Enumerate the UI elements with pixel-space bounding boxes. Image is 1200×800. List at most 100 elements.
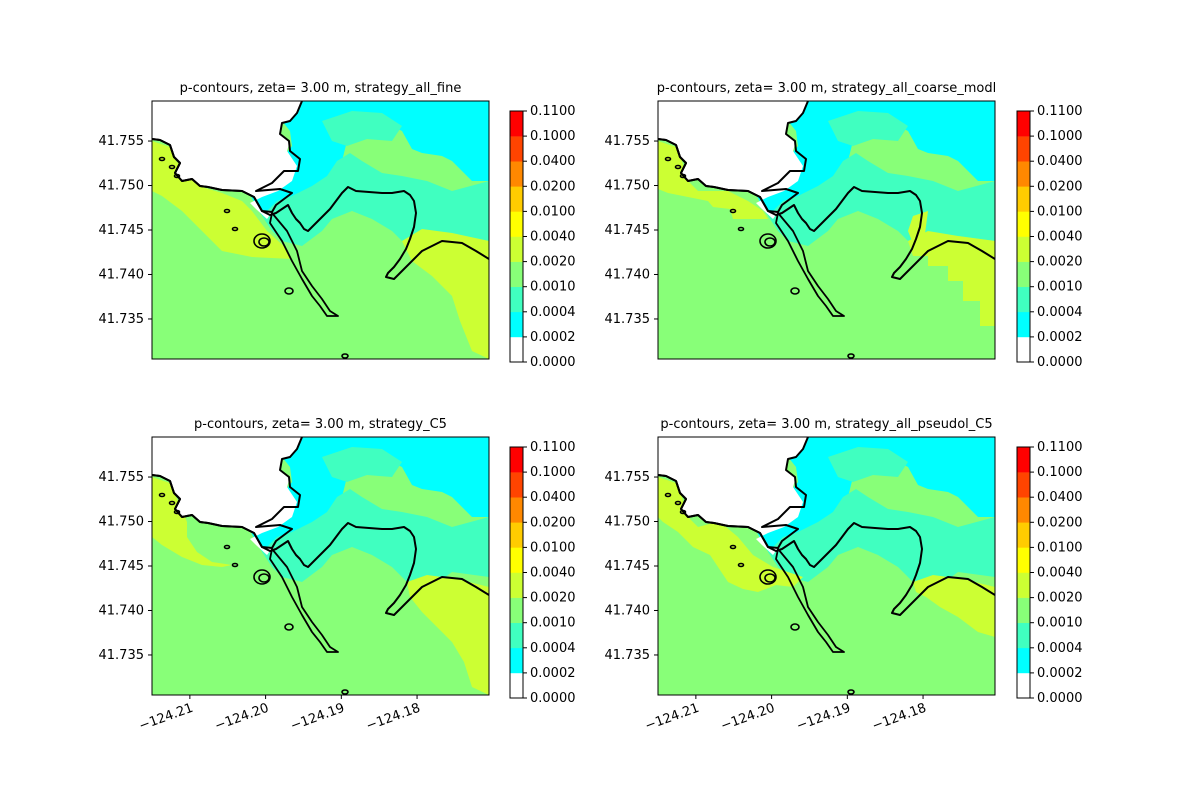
island-contour <box>173 509 181 515</box>
colorbar-band <box>1017 261 1030 287</box>
x-tick-label: −124.20 <box>719 701 777 734</box>
colorbar-band <box>510 522 523 548</box>
colorbar-label: 0.0004 <box>1037 305 1083 320</box>
island-contour <box>790 287 800 295</box>
colorbar-label: 0.1100 <box>1037 440 1083 455</box>
colorbar-label: 0.0200 <box>1037 179 1083 194</box>
y-tick-label: 41.755 <box>605 134 651 149</box>
island-contour <box>664 492 672 498</box>
colorbar-label: 0.1100 <box>530 440 576 455</box>
colorbar: 0.0000 0.0002 0.0004 0.0010 0.0020 0.0040 0.01… <box>1016 440 1083 706</box>
y-tick-label: 41.745 <box>605 223 651 238</box>
colorbar-label: 0.0000 <box>530 691 576 706</box>
island-contour <box>258 237 270 247</box>
colorbar-label: 0.0002 <box>1037 330 1083 345</box>
colorbar-band <box>1017 497 1030 523</box>
island-contour <box>679 173 687 179</box>
map-area <box>658 101 995 359</box>
colorbar-label: 0.0002 <box>530 330 576 345</box>
island-contour <box>679 509 687 515</box>
colorbar-band <box>1017 186 1030 212</box>
colorbar-band <box>1017 622 1030 649</box>
colorbar-label: 0.1000 <box>1037 465 1083 480</box>
y-tick-label: 41.755 <box>605 470 651 485</box>
panel-title: p-contours, zeta= 3.00 m, strategy_all_c… <box>657 81 996 96</box>
x-tick-label: −124.18 <box>870 701 928 734</box>
y-tick-label: 41.740 <box>99 267 145 282</box>
island-contour <box>223 208 231 214</box>
island-contour <box>231 562 239 568</box>
island-contour <box>764 237 776 247</box>
colorbar-label: 0.1000 <box>530 129 576 144</box>
colorbar-label: 0.0040 <box>530 566 576 581</box>
y-tick-label: 41.735 <box>99 312 145 327</box>
colorbar-label: 0.0400 <box>1037 490 1083 505</box>
island-contour <box>790 623 800 631</box>
colorbar-band <box>510 186 523 212</box>
colorbar-band <box>1017 472 1030 498</box>
colorbar-band <box>1017 522 1030 548</box>
colorbar-band <box>510 547 523 573</box>
colorbar-band <box>1017 597 1030 623</box>
colorbar-band <box>510 447 523 473</box>
island-contour <box>253 569 271 585</box>
colorbar-label: 0.0010 <box>530 280 576 295</box>
colorbar-band <box>510 161 523 187</box>
map-area <box>152 101 489 359</box>
colorbar-band <box>1017 211 1030 237</box>
colorbar-label: 0.1100 <box>530 104 576 119</box>
colorbar-label: 0.0400 <box>1037 154 1083 169</box>
colorbar-label: 0.0004 <box>530 305 576 320</box>
colorbar-label: 0.1000 <box>1037 129 1083 144</box>
colorbar-label: 0.0020 <box>530 591 576 606</box>
colorbar-band <box>510 136 523 162</box>
panel-title: p-contours, zeta= 3.00 m, strategy_all_f… <box>180 81 462 96</box>
island-contour <box>847 689 855 695</box>
colorbar-band <box>1017 111 1030 137</box>
y-tick-label: 41.750 <box>99 179 145 194</box>
island-contour <box>284 287 294 295</box>
y-tick-label: 41.740 <box>605 603 651 618</box>
colorbar-label: 0.0010 <box>530 616 576 631</box>
colorbar-label: 0.0020 <box>1037 255 1083 270</box>
colorbar: 0.0000 0.0002 0.0004 0.0010 0.0020 0.0040 0.01… <box>509 104 576 370</box>
island-contour <box>341 353 349 359</box>
colorbar-label: 0.0020 <box>530 255 576 270</box>
panel-1: p-contours, zeta= 3.00 m, strategy_all_f… <box>99 81 490 360</box>
y-tick-label: 41.750 <box>99 515 145 530</box>
colorbar: 0.0000 0.0002 0.0004 0.0010 0.0020 0.0040 0.01… <box>1016 104 1083 370</box>
colorbar-band <box>510 211 523 237</box>
y-tick-label: 41.755 <box>99 470 145 485</box>
x-tick-label: −124.19 <box>795 701 853 734</box>
colorbar-band <box>510 311 523 338</box>
y-tick-label: 41.750 <box>605 515 651 530</box>
map-area <box>658 437 995 695</box>
colorbar-band <box>510 622 523 649</box>
colorbar-label: 0.0040 <box>530 230 576 245</box>
island-contour <box>759 569 777 585</box>
colorbar-band <box>1017 161 1030 187</box>
colorbar-label: 0.0100 <box>530 204 576 219</box>
panel-title: p-contours, zeta= 3.00 m, strategy_C5 <box>194 417 447 432</box>
colorbar-band <box>510 572 523 598</box>
island-contour <box>737 562 745 568</box>
colorbar-band <box>510 597 523 623</box>
y-tick-label: 41.745 <box>605 559 651 574</box>
y-tick-label: 41.750 <box>605 179 651 194</box>
colorbar-band <box>1017 647 1030 674</box>
panel-title: p-contours, zeta= 3.00 m, strategy_all_p… <box>660 417 992 432</box>
colorbar: 0.0000 0.0002 0.0004 0.0010 0.0020 0.0040 0.01… <box>509 440 576 706</box>
colorbar-label: 0.0040 <box>1037 230 1083 245</box>
island-contour <box>759 233 777 249</box>
island-contour <box>284 623 294 631</box>
colorbar-label: 0.0010 <box>1037 280 1083 295</box>
colorbar-band <box>510 261 523 287</box>
colorbar-label: 0.0040 <box>1037 566 1083 581</box>
colorbar-band <box>1017 311 1030 338</box>
island-contour <box>847 353 855 359</box>
colorbar-label: 0.0020 <box>1037 591 1083 606</box>
colorbar-label: 0.0100 <box>1037 540 1083 555</box>
y-tick-label: 41.735 <box>605 648 651 663</box>
colorbar-band <box>510 672 523 699</box>
island-contour <box>168 164 176 170</box>
